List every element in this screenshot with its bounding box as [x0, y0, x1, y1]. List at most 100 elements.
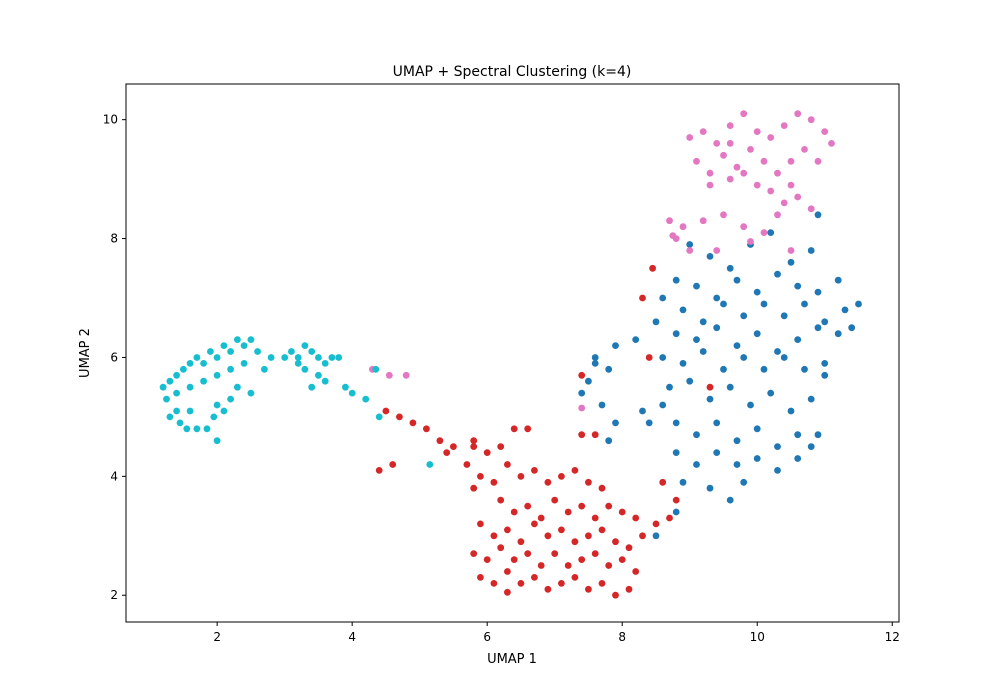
point-cluster-0-60: [666, 383, 673, 391]
point-cluster-0-2: [726, 264, 734, 272]
point-cluster-1-42: [544, 532, 552, 540]
point-cluster-3-23: [234, 383, 241, 391]
point-cluster-1-40: [517, 538, 525, 546]
point-cluster-2-22: [726, 140, 734, 147]
point-cluster-0-68: [821, 371, 829, 379]
point-cluster-2-28: [780, 199, 788, 207]
point-cluster-1-82: [578, 371, 586, 379]
point-cluster-0-88: [740, 478, 748, 486]
point-cluster-2-2: [713, 140, 721, 147]
point-cluster-3-41: [308, 348, 316, 355]
point-cluster-2-4: [740, 110, 748, 118]
point-cluster-1-63: [477, 574, 484, 581]
point-cluster-3-4: [186, 360, 194, 367]
point-cluster-0-82: [774, 467, 781, 474]
point-cluster-0-62: [706, 395, 714, 403]
x-tick-label-1: 4: [348, 630, 356, 644]
point-cluster-0-59: [645, 419, 653, 427]
point-cluster-2-35: [699, 217, 707, 225]
point-cluster-3-11: [234, 336, 241, 343]
point-cluster-2-18: [774, 169, 781, 177]
x-axis-ticks: 2 4 6 8 10 12: [213, 622, 900, 644]
point-cluster-0-44: [780, 354, 788, 361]
point-cluster-3-26: [166, 413, 174, 421]
y-tick-label-0: 2: [110, 588, 118, 602]
point-cluster-2-8: [794, 110, 802, 118]
point-cluster-0-48: [612, 342, 619, 349]
point-cluster-2-17: [760, 157, 768, 165]
point-cluster-1-28: [524, 502, 532, 510]
point-cluster-1-32: [578, 502, 586, 510]
point-cluster-2-48: [578, 404, 586, 412]
point-cluster-3-27: [176, 419, 184, 427]
point-cluster-0-33: [774, 348, 781, 355]
point-cluster-3-37: [281, 354, 289, 361]
point-cluster-0-46: [821, 360, 829, 367]
point-cluster-1-85: [649, 264, 656, 272]
point-cluster-3-47: [315, 371, 322, 379]
point-cluster-2-1: [699, 128, 707, 136]
point-cluster-2-11: [828, 140, 835, 147]
point-cluster-2-44: [669, 232, 677, 240]
point-cluster-1-78: [672, 496, 680, 504]
point-cluster-0-76: [814, 431, 822, 439]
point-cluster-1-3: [423, 425, 430, 433]
point-cluster-1-29: [537, 514, 545, 522]
point-cluster-0-63: [726, 383, 734, 391]
point-cluster-3-5: [193, 354, 201, 361]
point-cluster-0-34: [794, 336, 802, 343]
point-cluster-1-62: [632, 568, 640, 575]
point-cluster-0-17: [679, 306, 687, 314]
point-cluster-1-69: [558, 580, 565, 587]
point-cluster-1-48: [625, 544, 633, 552]
point-cluster-3-43: [321, 360, 329, 367]
point-cluster-3-50: [294, 360, 302, 367]
point-cluster-1-25: [598, 484, 606, 492]
point-cluster-0-14: [814, 288, 822, 296]
point-cluster-0-30: [713, 324, 721, 332]
point-cluster-1-79: [659, 478, 667, 486]
point-cluster-0-36: [834, 330, 842, 338]
point-cluster-1-5: [450, 443, 457, 450]
point-cluster-3-32: [213, 401, 221, 409]
point-cluster-0-18: [699, 318, 707, 326]
point-cluster-1-81: [591, 431, 599, 439]
point-cluster-1-61: [618, 556, 626, 563]
point-cluster-1-84: [639, 294, 646, 302]
point-cluster-1-74: [625, 585, 633, 593]
point-cluster-3-38: [288, 348, 295, 355]
point-cluster-3-6: [200, 360, 208, 367]
point-cluster-0-74: [774, 443, 781, 450]
point-cluster-1-37: [477, 520, 484, 528]
point-cluster-3-49: [321, 377, 329, 385]
point-cluster-0-13: [794, 282, 802, 290]
point-cluster-0-26: [855, 300, 862, 308]
point-cluster-2-7: [780, 122, 788, 129]
point-cluster-1-13: [477, 473, 484, 480]
point-cluster-0-40: [699, 348, 707, 355]
point-cluster-0-9: [713, 294, 721, 302]
point-cluster-0-38: [659, 354, 667, 361]
point-cluster-1-44: [571, 538, 579, 546]
point-cluster-2-24: [726, 175, 734, 183]
point-cluster-1-77: [666, 514, 673, 522]
point-cluster-0-84: [807, 443, 815, 450]
point-cluster-1-26: [497, 496, 505, 504]
point-cluster-3-20: [240, 360, 248, 367]
point-cluster-3-25: [227, 395, 235, 403]
point-cluster-1-12: [463, 461, 471, 468]
point-cluster-1-54: [524, 550, 532, 557]
point-cluster-0-16: [659, 294, 667, 302]
x-tick-label-5: 12: [885, 630, 900, 644]
point-cluster-2-40: [686, 247, 694, 254]
point-cluster-0-8: [693, 282, 700, 290]
point-cluster-0-41: [720, 365, 727, 373]
point-cluster-2-12: [693, 157, 700, 165]
point-cluster-3-30: [203, 425, 211, 433]
point-cluster-3-57: [372, 365, 380, 373]
point-cluster-1-65: [504, 568, 511, 575]
point-cluster-1-10: [483, 449, 491, 456]
point-cluster-3-36: [220, 407, 228, 415]
point-cluster-0-45: [801, 365, 808, 373]
point-cluster-3-46: [301, 365, 309, 373]
